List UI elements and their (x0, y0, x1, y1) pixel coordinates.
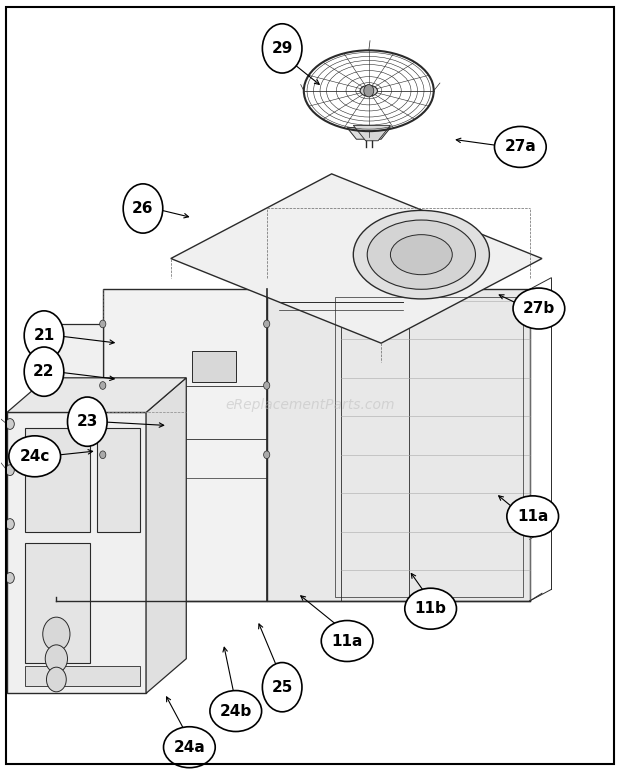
Circle shape (100, 451, 106, 459)
Polygon shape (25, 544, 91, 662)
Circle shape (264, 451, 270, 459)
Ellipse shape (9, 436, 61, 476)
Circle shape (6, 519, 14, 530)
Text: 11a: 11a (517, 509, 548, 524)
Ellipse shape (321, 621, 373, 662)
Ellipse shape (210, 691, 262, 732)
Text: 24b: 24b (219, 704, 252, 719)
Polygon shape (7, 412, 146, 693)
Ellipse shape (360, 86, 378, 96)
Ellipse shape (164, 727, 215, 768)
Circle shape (43, 617, 70, 651)
Polygon shape (56, 324, 103, 601)
Circle shape (6, 465, 14, 476)
Circle shape (24, 311, 64, 360)
Ellipse shape (405, 588, 456, 629)
Ellipse shape (507, 496, 559, 537)
Ellipse shape (353, 210, 489, 299)
Ellipse shape (513, 288, 565, 329)
Text: 29: 29 (272, 41, 293, 56)
Ellipse shape (495, 126, 546, 167)
Ellipse shape (391, 234, 452, 274)
Circle shape (100, 382, 106, 389)
Circle shape (364, 85, 374, 97)
Polygon shape (97, 428, 140, 532)
Polygon shape (25, 666, 140, 685)
Circle shape (46, 667, 66, 692)
Polygon shape (192, 351, 236, 382)
Circle shape (6, 419, 14, 429)
Polygon shape (171, 173, 542, 343)
Text: 21: 21 (33, 328, 55, 343)
Circle shape (45, 645, 68, 672)
Circle shape (100, 320, 106, 328)
Polygon shape (347, 128, 391, 140)
Text: 22: 22 (33, 364, 55, 379)
Text: 26: 26 (132, 201, 154, 216)
Text: 11a: 11a (332, 634, 363, 648)
Text: 23: 23 (77, 414, 98, 429)
Text: 27b: 27b (523, 301, 555, 316)
Polygon shape (103, 289, 267, 601)
Text: 24c: 24c (20, 449, 50, 464)
Polygon shape (353, 126, 391, 141)
Text: eReplacementParts.com: eReplacementParts.com (225, 398, 395, 412)
Circle shape (24, 347, 64, 396)
Circle shape (68, 397, 107, 446)
Circle shape (264, 320, 270, 328)
Circle shape (123, 183, 163, 233)
Ellipse shape (367, 220, 476, 289)
Polygon shape (25, 428, 91, 532)
Polygon shape (267, 289, 529, 601)
Polygon shape (7, 378, 186, 412)
Text: 25: 25 (272, 680, 293, 695)
Circle shape (262, 662, 302, 712)
Polygon shape (146, 378, 186, 693)
Text: 27a: 27a (505, 140, 536, 154)
Circle shape (264, 382, 270, 389)
Circle shape (6, 573, 14, 584)
Text: 24a: 24a (174, 739, 205, 755)
Circle shape (262, 24, 302, 73)
Text: 11b: 11b (415, 601, 446, 616)
